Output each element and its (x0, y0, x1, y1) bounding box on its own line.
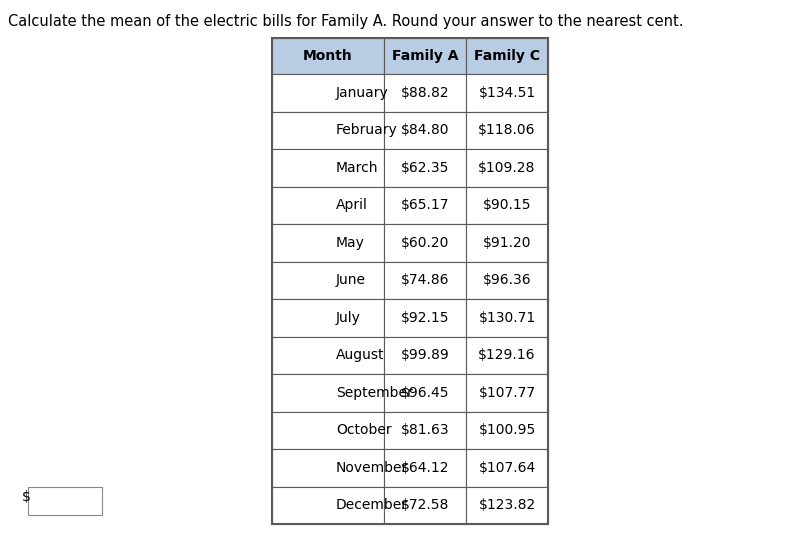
Bar (384, 449, 466, 487)
Bar (466, 186, 548, 224)
Text: $123.82: $123.82 (478, 498, 536, 512)
Bar (272, 337, 384, 374)
Bar (384, 74, 466, 112)
Bar (466, 74, 548, 112)
Bar (272, 299, 384, 337)
Text: $91.20: $91.20 (482, 236, 531, 250)
Bar (272, 411, 384, 449)
Bar (466, 261, 548, 299)
Text: $60.20: $60.20 (401, 236, 449, 250)
Bar (384, 149, 466, 186)
Text: Family A: Family A (392, 49, 458, 63)
Text: $92.15: $92.15 (401, 311, 450, 325)
Text: $129.16: $129.16 (478, 349, 536, 362)
Text: $96.36: $96.36 (482, 273, 531, 287)
Text: $65.17: $65.17 (401, 198, 450, 212)
Bar (466, 337, 548, 374)
Text: November: November (336, 461, 408, 475)
Bar (272, 74, 384, 112)
Text: September: September (336, 386, 413, 400)
Text: $118.06: $118.06 (478, 123, 536, 137)
Text: Family C: Family C (474, 49, 540, 63)
Bar (384, 224, 466, 261)
Text: $81.63: $81.63 (401, 423, 450, 437)
Text: January: January (336, 86, 389, 100)
Bar (272, 487, 384, 524)
Text: $72.58: $72.58 (401, 498, 449, 512)
Bar (384, 374, 466, 411)
Bar (466, 149, 548, 186)
Bar (272, 374, 384, 411)
Text: $109.28: $109.28 (478, 161, 536, 175)
Bar (384, 261, 466, 299)
Bar (28, 487, 102, 515)
Bar (384, 487, 466, 524)
Text: August: August (336, 349, 385, 362)
Bar (466, 112, 548, 149)
Bar (272, 224, 384, 261)
Bar (384, 337, 466, 374)
Bar (384, 112, 466, 149)
Bar (384, 299, 466, 337)
Bar (466, 411, 548, 449)
Text: April: April (336, 198, 368, 212)
Bar (272, 38, 384, 74)
Bar (272, 261, 384, 299)
Text: $99.89: $99.89 (401, 349, 450, 362)
Bar (384, 38, 466, 74)
Text: $88.82: $88.82 (401, 86, 450, 100)
Bar (466, 487, 548, 524)
Text: May: May (336, 236, 365, 250)
Bar (466, 449, 548, 487)
Text: Month: Month (303, 49, 353, 63)
Text: October: October (336, 423, 392, 437)
Bar (466, 224, 548, 261)
Text: July: July (336, 311, 361, 325)
Text: February: February (336, 123, 398, 137)
Text: Calculate the mean of the electric bills for Family A. Round your answer to the : Calculate the mean of the electric bills… (8, 14, 683, 29)
Bar (466, 299, 548, 337)
Text: $134.51: $134.51 (478, 86, 536, 100)
Bar (272, 186, 384, 224)
Text: $84.80: $84.80 (401, 123, 450, 137)
Text: $62.35: $62.35 (401, 161, 449, 175)
Text: $107.64: $107.64 (478, 461, 536, 475)
Text: $: $ (22, 490, 31, 504)
Text: $64.12: $64.12 (401, 461, 450, 475)
Bar (466, 374, 548, 411)
Text: $100.95: $100.95 (478, 423, 536, 437)
Text: March: March (336, 161, 378, 175)
Bar (384, 186, 466, 224)
Text: $74.86: $74.86 (401, 273, 450, 287)
Bar (384, 411, 466, 449)
Text: December: December (336, 498, 408, 512)
Bar (272, 149, 384, 186)
Bar (272, 38, 548, 524)
Text: $107.77: $107.77 (478, 386, 535, 400)
Bar (272, 449, 384, 487)
Bar (466, 38, 548, 74)
Text: June: June (336, 273, 366, 287)
Text: $130.71: $130.71 (478, 311, 536, 325)
Text: $96.45: $96.45 (401, 386, 450, 400)
Text: $90.15: $90.15 (482, 198, 531, 212)
Bar (272, 112, 384, 149)
